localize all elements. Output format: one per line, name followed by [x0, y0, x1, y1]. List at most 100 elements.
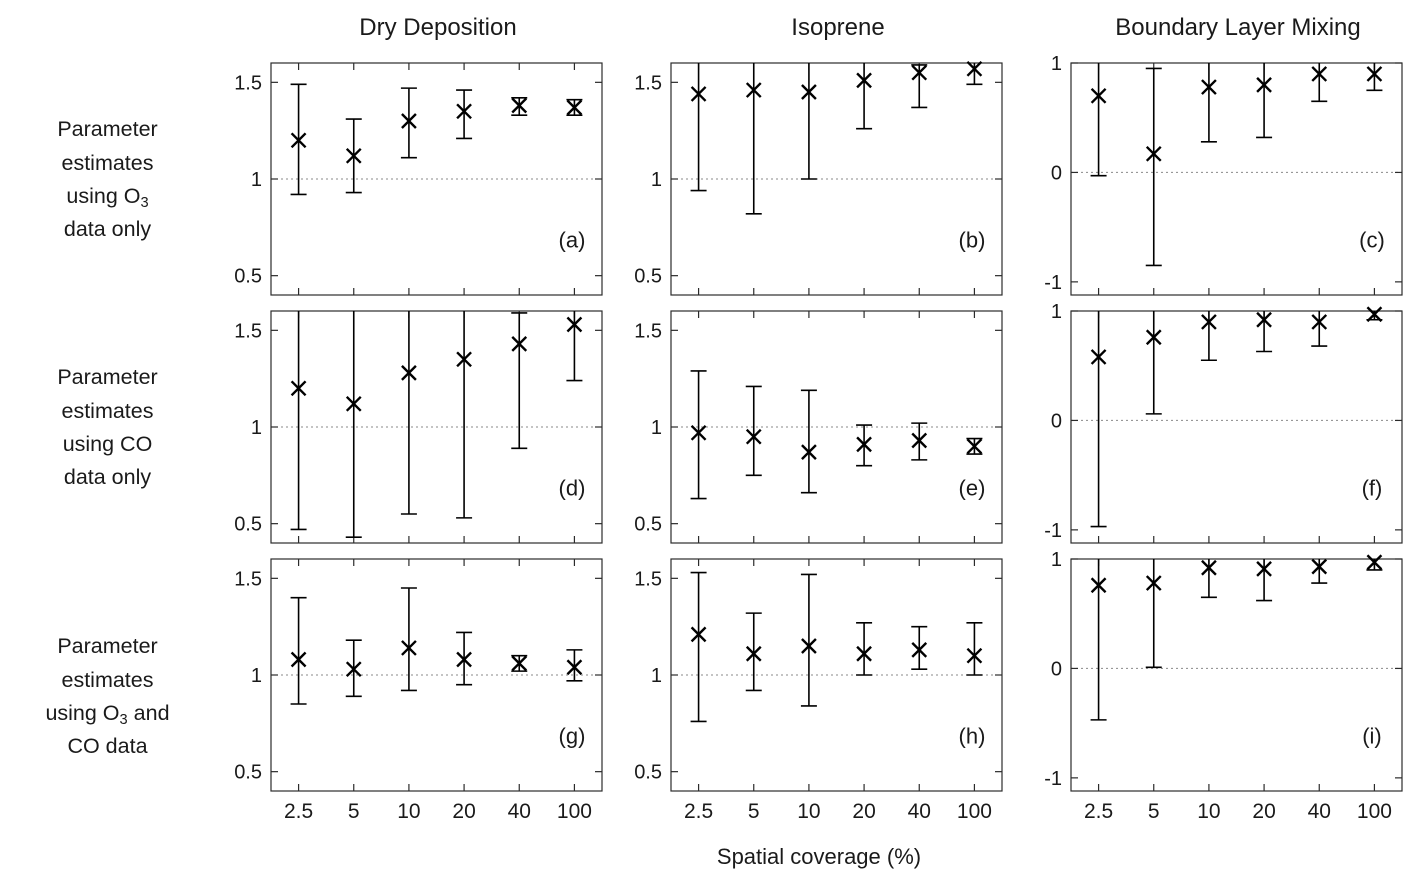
errorbar-plot: 0.5 1 1.5 (b) [634, 60, 1003, 296]
x-tick-label: 20 [1252, 800, 1275, 823]
axis-frame [1070, 558, 1403, 792]
y-tick-label: 1 [1051, 552, 1062, 571]
y-tick-label: -1 [1044, 272, 1062, 294]
y-tick-label: 0.5 [634, 762, 662, 784]
y-tick-label: 1.5 [634, 72, 662, 94]
panel-letter: (b) [959, 227, 986, 252]
x-tick-label: 5 [748, 800, 760, 823]
error-bars [290, 587, 583, 705]
y-tick-label: 1.5 [234, 72, 262, 94]
x-tick-label: 100 [957, 800, 992, 823]
error-bars [1090, 306, 1383, 528]
errorbar-plot: 0.5 1 1.5 (e) [634, 310, 1003, 544]
panel-e: 0.5 1 1.5 (e) [619, 304, 1019, 552]
row-label-line: using O3 [66, 184, 149, 212]
row-label-line: estimates [61, 398, 154, 423]
panel-a: 0.5 1 1.5 (a) [219, 56, 619, 304]
x-tick-label: 40 [1308, 800, 1331, 823]
axis-ticks [671, 311, 1002, 543]
y-tick-label: 1 [1051, 56, 1062, 75]
axis-ticks [1071, 310, 1402, 543]
panel-letter: (c) [1359, 227, 1385, 252]
y-tick-label: 1 [251, 169, 262, 191]
panel-letter: (g) [559, 723, 586, 748]
panel-g: 0.5 1 1.5 2.5 5 10 20 40 100 (g) [219, 552, 619, 842]
y-tick-label: 1.5 [634, 320, 662, 342]
row-label-line: Parameter [57, 634, 158, 659]
axis-frame [1070, 62, 1403, 296]
x-tick-label: 20 [452, 800, 475, 823]
panel-letter: (e) [959, 475, 986, 500]
row-label-line: estimates [61, 667, 154, 692]
row-label-o3-and-co-data: Parameter estimates using O3 and CO data [4, 552, 219, 842]
y-tick-label: 1.5 [234, 320, 262, 342]
x-tick-label: 10 [797, 800, 820, 823]
error-bars [690, 571, 983, 723]
column-title-isoprene: Isoprene [791, 14, 885, 41]
errorbar-plot: -1 0 1 (f) [1044, 304, 1403, 544]
row-label-line: Parameter [57, 365, 158, 390]
panel-h: 0.5 1 1.5 2.5 5 10 20 40 100 (h) [619, 552, 1019, 842]
x-tick-label: 2.5 [284, 800, 313, 823]
errorbar-plot: 0.5 1 1.5 2.5 5 10 20 40 100 (g) [234, 558, 603, 823]
y-tick-label: 0 [1051, 162, 1062, 184]
x-tick-label: 2.5 [684, 800, 713, 823]
error-bars [290, 311, 583, 538]
column-title-boundary-layer-mixing: Boundary Layer Mixing [1115, 14, 1361, 41]
y-tick-label: 1 [1051, 304, 1062, 323]
axis-ticks [271, 559, 602, 791]
x-tick-label: 10 [1197, 800, 1220, 823]
panel-letter: (a) [559, 227, 586, 252]
y-tick-label: 1.5 [634, 568, 662, 590]
y-tick-label: 0.5 [234, 762, 262, 784]
errorbar-plot: 0.5 1 1.5 (d) [234, 310, 603, 544]
axis-ticks [1071, 558, 1402, 791]
panel-b: 0.5 1 1.5 (b) [619, 56, 1019, 304]
y-tick-label: 1 [251, 417, 262, 439]
x-axis-label: Spatial coverage (%) [716, 844, 922, 869]
row-label-line: data only [63, 217, 152, 242]
row-label-line: CO data [67, 734, 148, 759]
row-label-line: data only [63, 465, 152, 490]
panel-c: -1 0 1 (c) [1019, 56, 1419, 304]
x-tick-label: 10 [397, 800, 420, 823]
y-tick-label: -1 [1044, 520, 1062, 542]
row-label-line: estimates [61, 150, 154, 175]
row-label-o3-data-only: Parameter estimates using O3 data only [4, 56, 219, 304]
y-tick-label: 0.5 [234, 514, 262, 536]
panel-letter: (f) [1362, 475, 1383, 500]
panel-f: -1 0 1 (f) [1019, 304, 1419, 552]
errorbar-plot: -1 0 1 (c) [1044, 56, 1403, 296]
errorbar-plot: 0.5 1 1.5 (a) [234, 62, 603, 296]
y-tick-label: 1 [651, 665, 662, 687]
x-tick-label: 40 [508, 800, 531, 823]
axis-frame [1070, 310, 1403, 544]
row-label-co-data-only: Parameter estimates using CO data only [4, 304, 219, 552]
y-tick-label: 0.5 [634, 514, 662, 536]
panel-d: 0.5 1 1.5 (d) [219, 304, 619, 552]
y-tick-label: 0 [1051, 410, 1062, 432]
axis-ticks [671, 559, 1002, 791]
y-tick-label: 1 [651, 169, 662, 191]
y-tick-label: -1 [1044, 768, 1062, 790]
error-bars [290, 83, 583, 196]
error-bars [1090, 554, 1383, 721]
errorbar-plot: -1 0 1 2.5 5 10 20 40 100 (i) [1044, 552, 1403, 823]
row-label-line: Parameter [57, 117, 158, 142]
x-tick-label: 100 [557, 800, 592, 823]
corner-spacer [4, 0, 219, 56]
x-tick-label: 2.5 [1084, 800, 1113, 823]
errorbar-plot: 0.5 1 1.5 2.5 5 10 20 40 100 (h) [634, 558, 1003, 823]
x-tick-label: 100 [1357, 800, 1392, 823]
y-tick-label: 0.5 [634, 266, 662, 288]
error-bars [1090, 63, 1383, 267]
axis-ticks [1071, 62, 1402, 295]
panel-letter: (i) [1362, 723, 1382, 748]
y-tick-label: 1.5 [234, 568, 262, 590]
y-tick-label: 1 [651, 417, 662, 439]
x-tick-label: 5 [348, 800, 360, 823]
axis-ticks [271, 63, 602, 295]
y-tick-label: 0 [1051, 658, 1062, 680]
y-tick-label: 0.5 [234, 266, 262, 288]
